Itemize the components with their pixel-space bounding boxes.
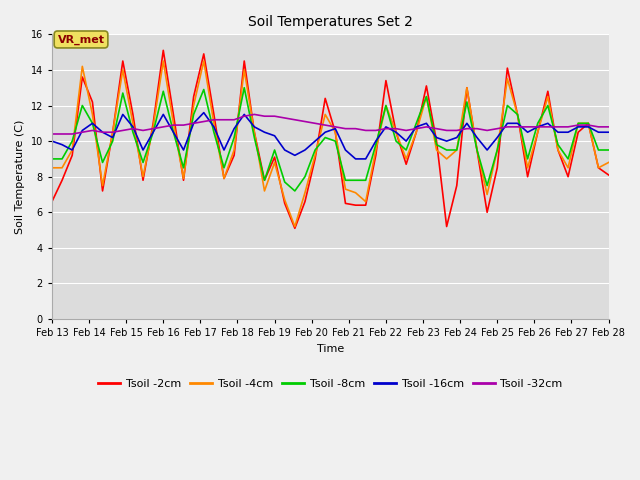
- Text: VR_met: VR_met: [58, 35, 104, 45]
- X-axis label: Time: Time: [317, 344, 344, 354]
- Legend: Tsoil -2cm, Tsoil -4cm, Tsoil -8cm, Tsoil -16cm, Tsoil -32cm: Tsoil -2cm, Tsoil -4cm, Tsoil -8cm, Tsoi…: [93, 374, 567, 393]
- Y-axis label: Soil Temperature (C): Soil Temperature (C): [15, 120, 25, 234]
- Title: Soil Temperatures Set 2: Soil Temperatures Set 2: [248, 15, 413, 29]
